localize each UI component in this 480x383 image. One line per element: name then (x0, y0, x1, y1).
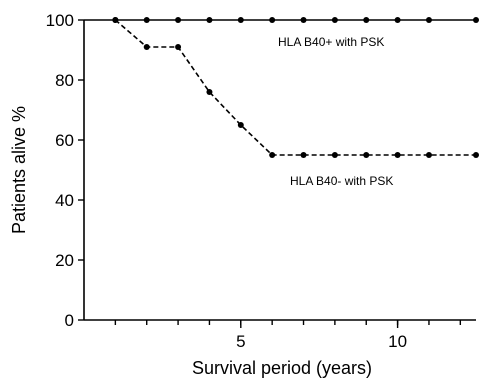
data-point (206, 89, 213, 95)
data-point (112, 17, 119, 23)
data-point (425, 152, 432, 158)
data-point (363, 17, 370, 23)
data-point (269, 17, 276, 23)
series-line (114, 19, 476, 156)
data-point (473, 152, 479, 158)
data-point (300, 152, 307, 158)
data-point (394, 152, 401, 158)
data-point (175, 44, 182, 50)
x-tick-label: 10 (388, 332, 407, 351)
data-point (473, 17, 479, 23)
data-point (237, 122, 244, 128)
data-point (331, 17, 338, 23)
data-point (269, 152, 276, 158)
x-tick-label: 5 (236, 332, 245, 351)
y-tick-label: 100 (46, 11, 74, 30)
data-point (300, 17, 307, 23)
series-label-b40-positive: HLA B40+ with PSK (278, 35, 384, 49)
plot-series (84, 17, 479, 158)
y-tick-label: 60 (55, 131, 74, 150)
data-point (175, 17, 182, 23)
y-tick-label: 0 (65, 311, 74, 330)
data-point (425, 17, 432, 23)
data-point (237, 17, 244, 23)
data-point (331, 152, 338, 158)
x-axis-title: Survival period (years) (192, 358, 372, 378)
data-point (206, 17, 213, 23)
series-label-b40-negative: HLA B40- with PSK (290, 174, 393, 188)
y-axis-title: Patients alive % (9, 106, 29, 234)
data-point (363, 152, 370, 158)
y-tick-label: 40 (55, 191, 74, 210)
y-tick-label: 80 (55, 71, 74, 90)
axes (83, 20, 476, 321)
data-point (143, 17, 150, 23)
annotations: HLA B40+ with PSK HLA B40- with PSK (278, 35, 393, 188)
ticks: 0 20 40 60 80 100 5 10 (46, 11, 462, 351)
data-point (394, 17, 401, 23)
y-tick-label: 20 (55, 251, 74, 270)
data-point (143, 44, 150, 50)
